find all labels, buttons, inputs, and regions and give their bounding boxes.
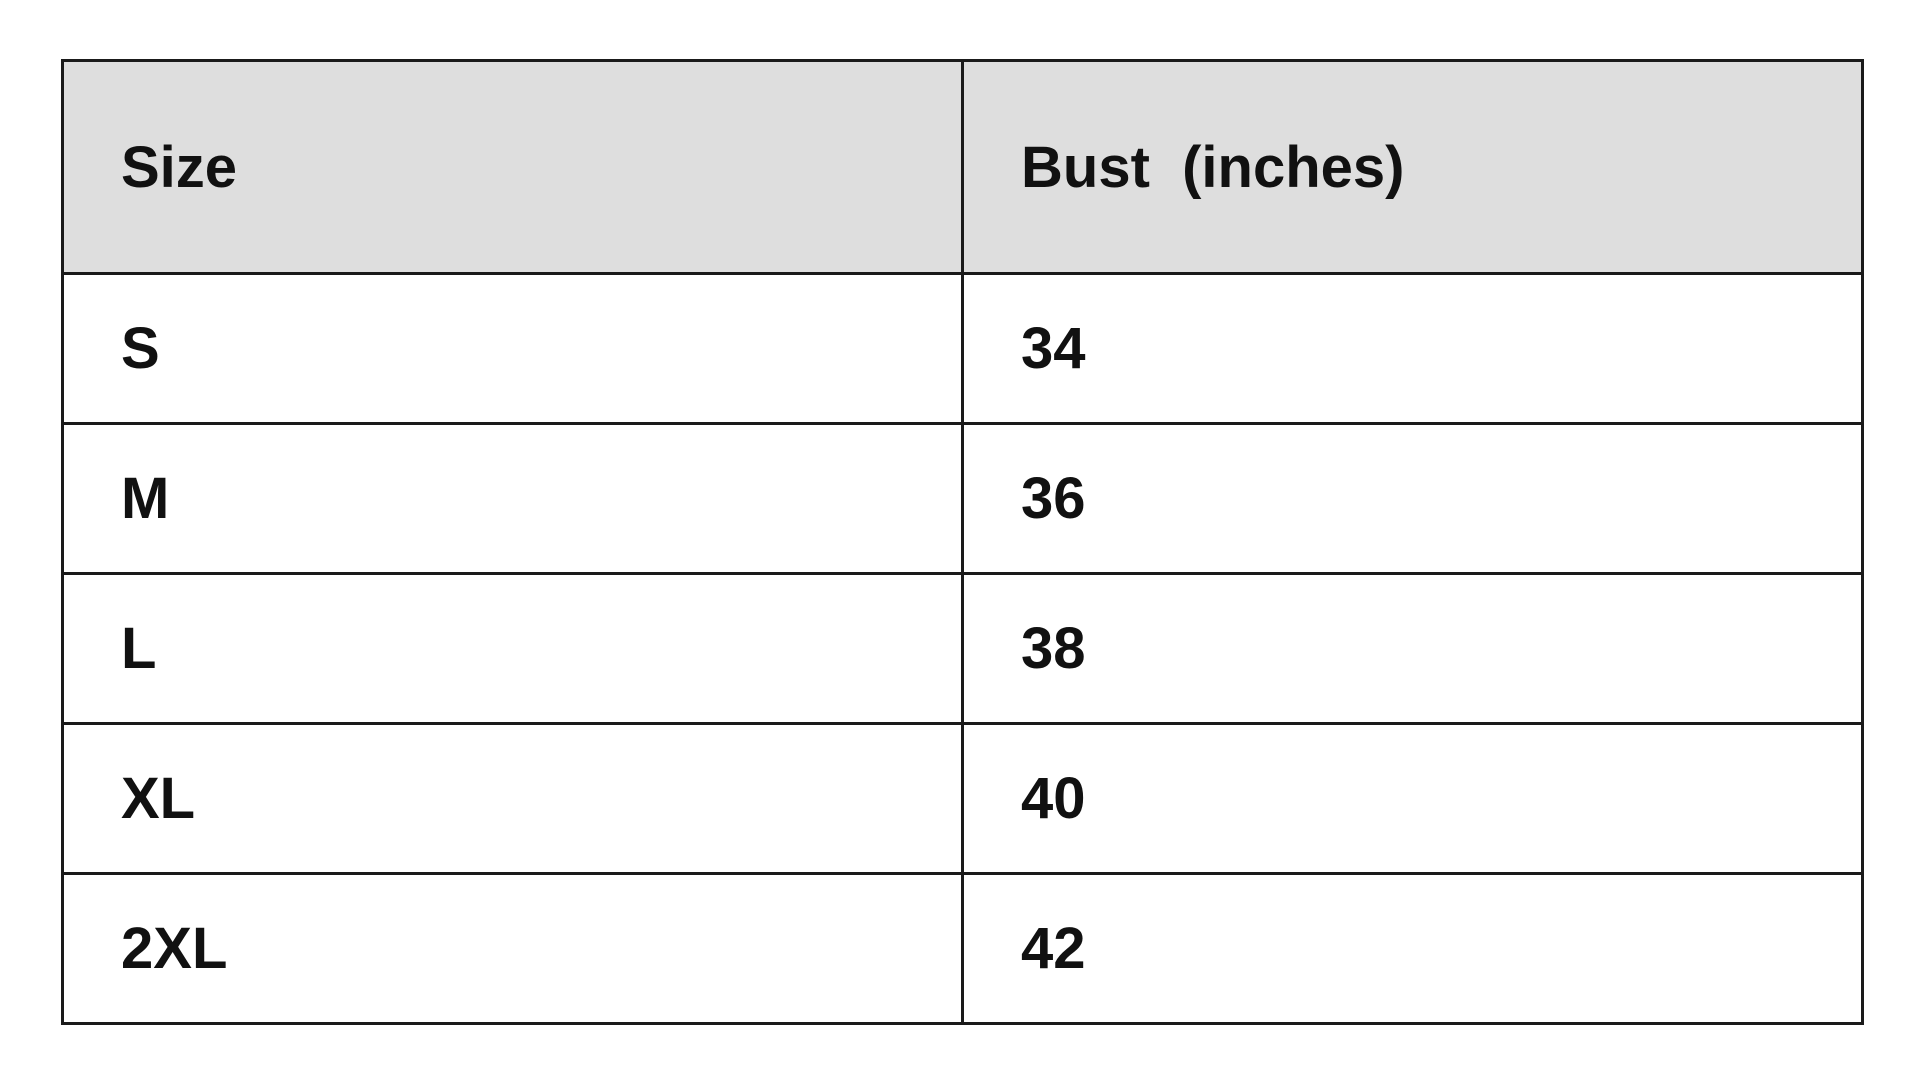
bust-cell: 36 [961, 422, 1864, 575]
table-row: S 34 [61, 272, 1864, 425]
table-row: XL 40 [61, 722, 1864, 875]
size-cell: M [61, 422, 964, 575]
table-row: 2XL 42 [61, 872, 1864, 1025]
size-chart-table: Size Bust (inches) S 34 M 36 L 38 XL 40 … [61, 59, 1864, 1025]
header-size: Size [61, 59, 964, 275]
bust-cell: 40 [961, 722, 1864, 875]
size-cell: 2XL [61, 872, 964, 1025]
header-row: Size Bust (inches) [61, 59, 1864, 275]
table-row: L 38 [61, 572, 1864, 725]
table-row: M 36 [61, 422, 1864, 575]
bust-cell: 42 [961, 872, 1864, 1025]
bust-cell: 38 [961, 572, 1864, 725]
header-bust: Bust (inches) [961, 59, 1864, 275]
bust-cell: 34 [961, 272, 1864, 425]
size-cell: S [61, 272, 964, 425]
size-cell: L [61, 572, 964, 725]
size-cell: XL [61, 722, 964, 875]
